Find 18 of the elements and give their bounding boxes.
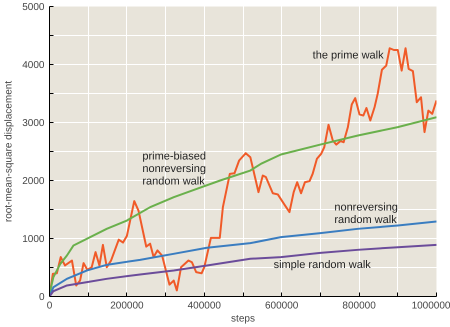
x-tick-label: 600000 [265, 300, 299, 312]
y-tick-label: 3000 [22, 118, 45, 129]
y-tick-label: 5000 [22, 2, 45, 13]
y-tick-label: 1000 [22, 234, 45, 245]
y-tick-label: 2000 [22, 176, 45, 187]
x-axis-title: steps [231, 314, 255, 324]
y-tick-label: 4000 [22, 60, 45, 71]
series-label: the prime walk [312, 50, 384, 62]
x-tick-label: 1000000 [412, 300, 450, 312]
series-label: simple random walk [274, 258, 372, 271]
x-tick-label: 800000 [342, 300, 376, 312]
y-axis-title: root-mean-square displacement [3, 80, 14, 222]
series-label: prime-biased nonreversing random walk [142, 150, 206, 188]
series-label: nonreversing random walk [334, 201, 398, 226]
x-tick-label: 400000 [188, 300, 222, 312]
y-tick-label: 0 [38, 292, 45, 303]
x-tick-label: 200000 [110, 300, 144, 312]
x-tick-label: 0 [46, 300, 53, 312]
